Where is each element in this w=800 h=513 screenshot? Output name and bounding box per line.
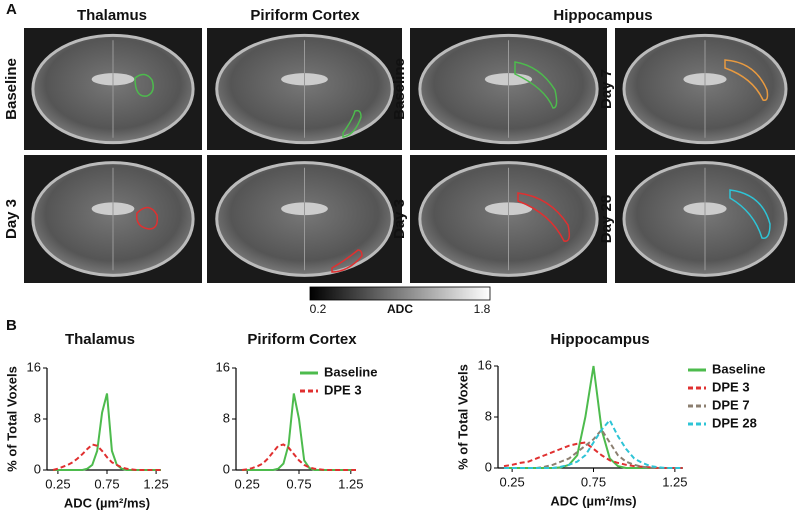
roi-outline [342,109,362,138]
legend-label: Baseline [324,364,377,379]
y-tick-label: 16 [27,359,41,374]
x-tick-label: 0.25 [499,474,524,489]
x-axis-label: ADC (µm²/ms) [64,495,150,510]
legend-label: DPE 3 [324,382,362,397]
roi-outline [134,73,154,97]
x-tick-label: 1.25 [143,476,168,491]
series-line [241,443,356,471]
y-tick-label: 8 [34,410,41,425]
series-line [504,428,683,469]
roi-outline [724,59,769,102]
y-axis-label: % of Total Voxels [455,364,470,470]
row-label: Baseline [3,58,20,120]
series-line [242,393,356,471]
panel-label: B [6,317,17,334]
series-line [52,443,161,471]
colorbar-title: ADC [387,302,413,316]
roi-outline [729,189,771,239]
colorbar [309,286,491,301]
roi-outline [136,206,159,230]
chart-title: Hippocampus [550,331,649,348]
x-axis-label: ADC (µm²/ms) [550,493,636,508]
row-label: Day 3 [391,199,408,239]
y-tick-label: 8 [223,410,230,425]
row-label: Day 28 [598,195,615,243]
x-tick-label: 0.75 [581,474,606,489]
panel-label: A [6,1,17,18]
x-tick-label: 0.25 [45,476,70,491]
y-tick-label: 16 [478,357,492,372]
row-label: Baseline [391,58,408,120]
roi-outline [331,249,363,273]
y-tick-label: 16 [216,359,230,374]
y-tick-label: 0 [34,461,41,476]
series-line [503,441,683,469]
row-label: Day 7 [598,69,615,109]
column-title: Hippocampus [553,7,652,24]
roi-outline [514,61,558,109]
column-title: Piriform Cortex [250,7,360,24]
chart-title: Thalamus [65,331,135,348]
y-tick-label: 8 [485,408,492,423]
series-line [504,365,683,469]
column-title: Thalamus [77,7,147,24]
x-tick-label: 1.25 [338,476,363,491]
legend-label: DPE 28 [712,415,757,430]
roi-outline [517,192,571,242]
colorbar-label: 1.8 [474,302,491,316]
legend-label: DPE 3 [712,379,750,394]
y-tick-label: 0 [485,459,492,474]
chart-title: Piriform Cortex [247,331,357,348]
x-tick-label: 0.75 [94,476,119,491]
y-tick-label: 0 [223,461,230,476]
row-label: Day 3 [3,199,20,239]
x-tick-label: 0.75 [286,476,311,491]
series-line [504,418,683,469]
y-axis-label: % of Total Voxels [4,366,19,472]
legend-label: DPE 7 [712,397,750,412]
x-tick-label: 0.25 [235,476,260,491]
colorbar-label: 0.2 [310,302,327,316]
legend-label: Baseline [712,361,765,376]
x-tick-label: 1.25 [662,474,687,489]
